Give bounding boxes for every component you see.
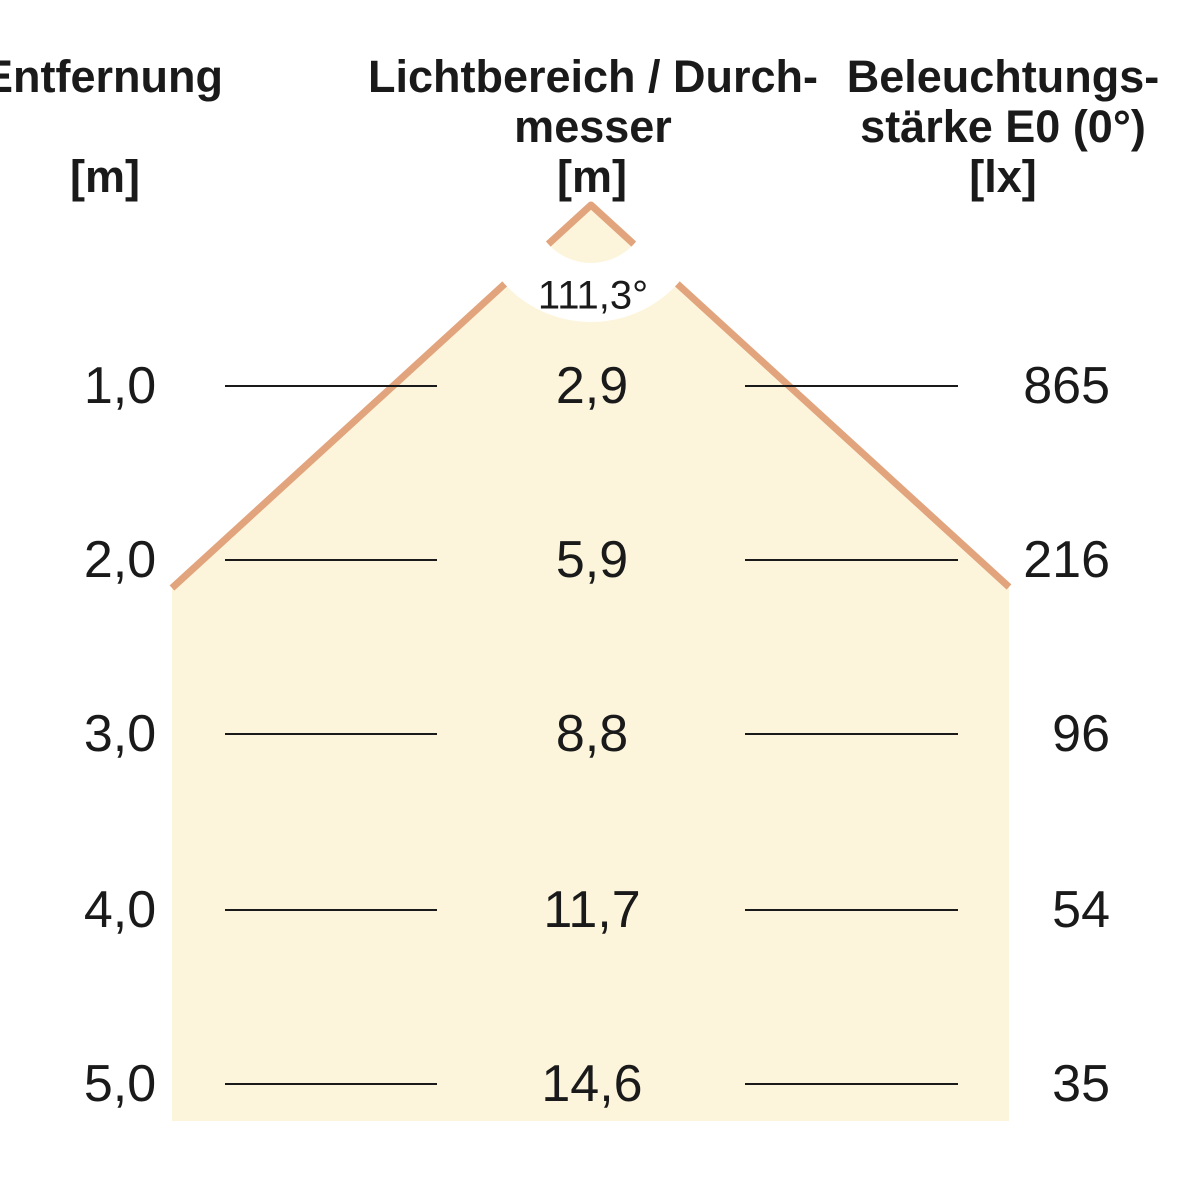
distance-column-unit: [m] [70,151,140,202]
beam-angle-arc-band [474,88,708,322]
distance-value-row3: 3,0 [83,705,157,763]
diameter-column-title-line2: messer [514,101,672,152]
beam-angle-label: 111,3° [537,273,649,318]
illuminance-value-row5: 35 [1052,1055,1110,1113]
illuminance-value-row3: 96 [1052,705,1110,763]
distance-value-row4: 4,0 [83,881,157,939]
distance-value-row1: 1,0 [83,357,157,415]
illuminance-value-row4: 54 [1052,881,1110,939]
row-tick-lines [225,385,958,1085]
distance-column-title: Entfernung [0,51,223,102]
diameter-value-row2: 5,9 [555,531,629,589]
illuminance-column-title-line2: stärke E0 (0°) [860,101,1146,152]
illuminance-value-row1: 865 [1023,357,1110,415]
distance-value-row5: 5,0 [83,1055,157,1113]
illuminance-column-unit: [lx] [969,151,1037,202]
diameter-value-row5: 14,6 [541,1055,643,1113]
distance-value-row2: 2,0 [83,531,157,589]
illuminance-value-row2: 216 [1023,531,1110,589]
diameter-column-unit: [m] [557,151,627,202]
cone-edge-stroke [169,201,1012,591]
diameter-value-row3: 8,8 [555,705,629,763]
diameter-column-title-line1: Lichtbereich / Durch- [367,51,819,102]
cone-fill-shape [172,205,1009,1121]
diameter-value-row1: 2,9 [555,357,629,415]
diameter-value-row4: 11,7 [543,881,641,939]
illuminance-column-title-line1: Beleuchtungs- [846,51,1160,102]
